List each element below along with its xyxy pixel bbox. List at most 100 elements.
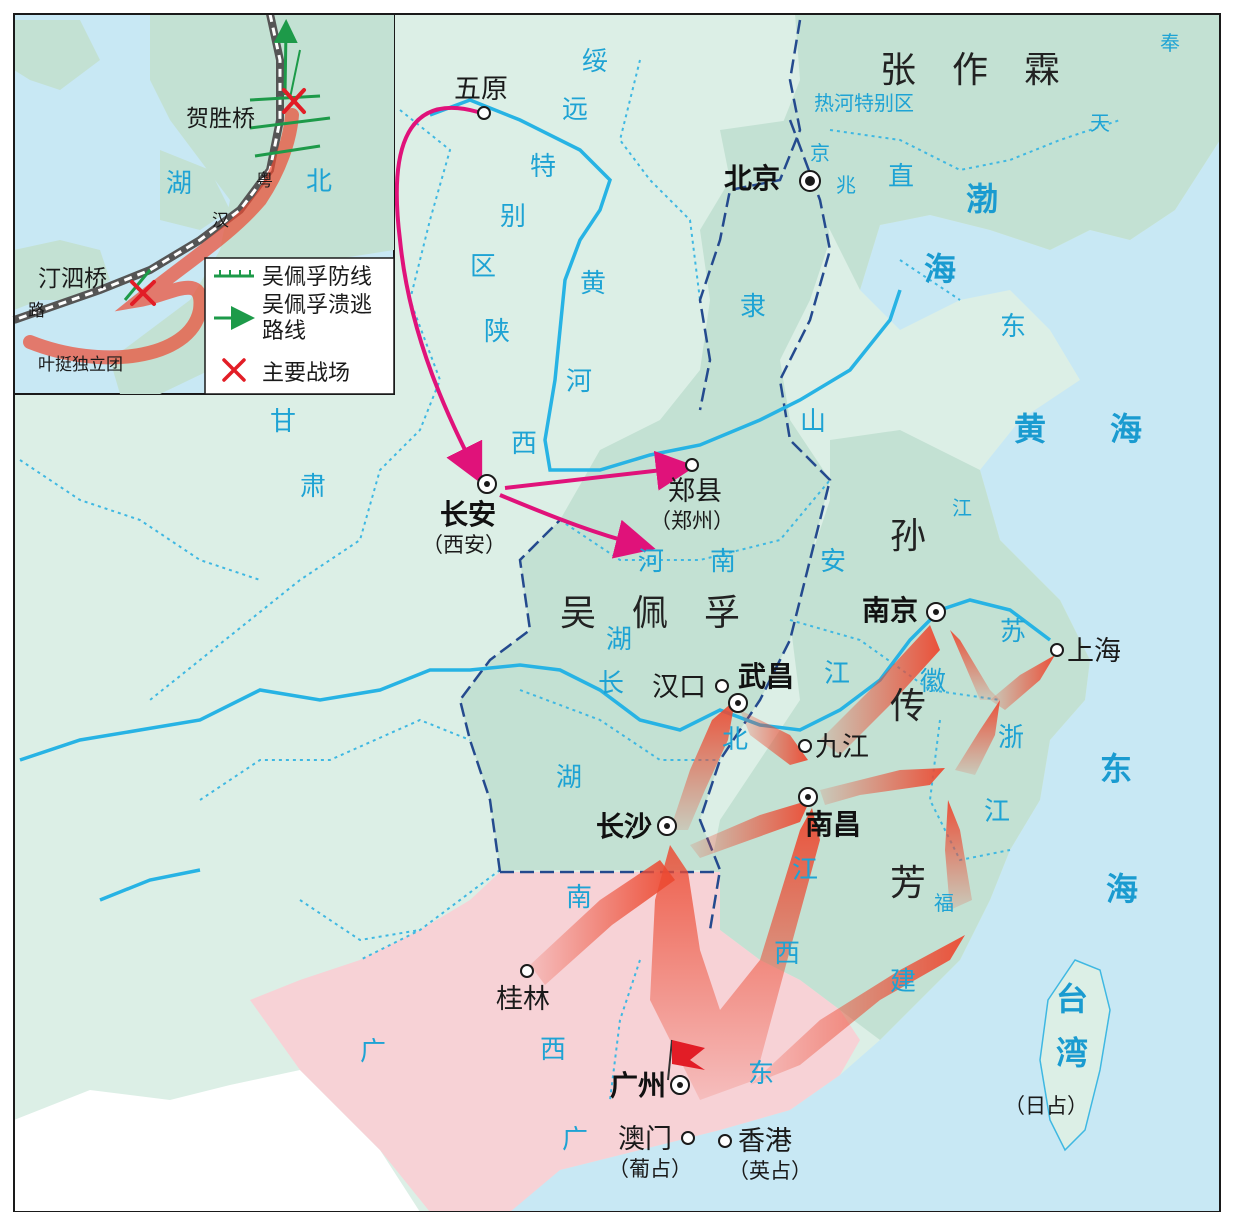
anhui-char-2: 徽 (920, 667, 946, 697)
fujian-char-1: 福 (934, 891, 954, 915)
beijing-label: 北京 (724, 162, 780, 195)
legend-retreat-2: 路线 (262, 319, 306, 344)
hunan-char-2: 南 (566, 883, 592, 913)
fengtian-char-1: 奉 (1160, 31, 1180, 55)
hubei-char-1: 湖 (606, 625, 632, 655)
guangxi-char-2: 西 (540, 1035, 566, 1065)
shanghai-label: 上海 (1067, 636, 1121, 667)
shanghai-marker (1050, 643, 1064, 657)
wu-peifu-area (460, 120, 830, 870)
sun-chuanfang-label-3: 芳 (890, 863, 926, 904)
hongkong-marker (718, 1134, 732, 1148)
gansu-char-2: 肃 (300, 472, 326, 502)
province-borders (19, 59, 1121, 1101)
zhang-zuolin-area (780, 14, 1220, 290)
fengtian-char-2: 天 (1090, 111, 1110, 135)
zhili-char-1: 直 (888, 162, 914, 192)
zhengxian-note: （郑州） (650, 509, 734, 533)
wuchang-label: 武昌 (738, 660, 794, 693)
shandong-char-2: 东 (1000, 312, 1026, 342)
suiyuan-char-1: 绥 (582, 47, 608, 77)
yellow-river-char-1: 黄 (580, 269, 606, 299)
suiyuan-char-5: 区 (470, 252, 496, 282)
jiangsu-char-2: 苏 (1000, 617, 1026, 647)
bohai-char-1: 渤 (966, 180, 998, 218)
macau-note: （葡占） (608, 1157, 692, 1181)
guilin-marker (520, 964, 534, 978)
hankou-label: 汉口 (652, 672, 706, 703)
revolutionary-base-area (250, 872, 860, 1212)
yellow-river-char-2: 河 (566, 367, 592, 397)
suiyuan-char-2: 远 (562, 95, 588, 125)
yangtze-river (19, 598, 1052, 762)
shaanxi-char-2: 西 (511, 429, 537, 459)
henan-char-2: 南 (710, 547, 736, 577)
sun-chuanfang-label-2: 传 (890, 686, 926, 727)
yangtze-char-1: 长 (598, 669, 624, 699)
guangdong-char-1: 广 (562, 1125, 588, 1155)
inset-hubei-char-1: 湖 (166, 169, 192, 199)
taiwan-char-1: 台 (1056, 980, 1088, 1018)
guangzhou-label: 广州 (610, 1069, 666, 1102)
zhengxian-marker (685, 458, 699, 472)
jingzhao-char-2: 兆 (836, 173, 856, 197)
railway-char-3: 路 (28, 301, 45, 321)
battle-icon (130, 88, 306, 306)
jingzhao-char-1: 京 (810, 141, 830, 165)
legend-defense-line-symbol (214, 270, 254, 278)
city-markers (477, 106, 1064, 1148)
fujian-char-2: 建 (890, 967, 916, 997)
taiwan-char-2: 湾 (1056, 1034, 1088, 1072)
zhengxian-label: 郑县 (668, 476, 722, 507)
suiyuan-char-4: 别 (500, 202, 526, 232)
gansu-char-1: 甘 (270, 407, 296, 437)
blank-area-sw (14, 1070, 420, 1212)
guangdong-char-2: 东 (748, 1059, 774, 1089)
wuyuan-label: 五原 (454, 74, 508, 105)
rivers (19, 98, 1052, 902)
sun-chuanfang-label-1: 孙 (890, 516, 926, 557)
hubei-char-2: 北 (722, 725, 748, 755)
battle-inset: 贺胜桥 汀泗桥 湖 北 粤 汉 路 叶挺独立团 吴佩孚防线 吴佩孚溃逃 路线 (12, 13, 395, 395)
macau-marker (681, 1131, 695, 1145)
hankou-marker (715, 679, 729, 693)
railway-char-2: 汉 (212, 211, 229, 231)
taiwan-island (1039, 959, 1111, 1152)
legend-battlefield: 主要战场 (262, 361, 350, 386)
hongkong-note: （英占） (728, 1159, 812, 1183)
hongkong-label: 香港 (738, 1126, 792, 1157)
anhui-char-1: 安 (820, 547, 846, 577)
legend-retreat-1: 吴佩孚溃逃 (262, 293, 372, 318)
yellow-river (429, 98, 902, 472)
east-sea-char-1: 东 (1100, 750, 1132, 788)
yellow-sea-char-2: 海 (1110, 410, 1142, 448)
legend-defense-line: 吴佩孚防线 (262, 265, 372, 290)
jiangxi-char-2: 西 (774, 939, 800, 969)
wu-peifu-label: 吴 佩 孚 (560, 593, 740, 634)
expedition-arrows (530, 625, 1055, 1100)
wuyuan-marker (477, 106, 491, 120)
jiangsu-char-1: 江 (952, 496, 972, 520)
zhang-zuolin-label: 张 作 霖 (880, 50, 1060, 91)
yellow-sea-char-1: 黄 (1014, 410, 1046, 448)
shandong-char-1: 山 (800, 407, 826, 437)
zhejiang-char-1: 浙 (998, 723, 1024, 753)
legend-battle-icon (222, 358, 246, 382)
henan-char-1: 河 (638, 547, 664, 577)
suiyuan-char-3: 特 (530, 152, 556, 182)
yangtze-char-2: 江 (792, 855, 818, 885)
east-sea-char-2: 海 (1106, 870, 1138, 908)
macau-label: 澳门 (618, 1124, 672, 1155)
northern-army-routes (394, 105, 696, 559)
changsha-label: 长沙 (596, 810, 652, 843)
guilin-label: 桂林 (496, 984, 550, 1015)
rehe-label: 热河特别区 (814, 91, 914, 115)
legend: 吴佩孚防线 吴佩孚溃逃 路线 主要战场 (204, 257, 395, 395)
taiwan-note: （日占） (1004, 1094, 1088, 1118)
changan-label: 长安 (440, 498, 496, 531)
shaanxi-char-1: 陕 (484, 317, 510, 347)
tingsi-bridge-label: 汀泗桥 (38, 266, 107, 292)
guangxi-char-1: 广 (360, 1037, 386, 1067)
